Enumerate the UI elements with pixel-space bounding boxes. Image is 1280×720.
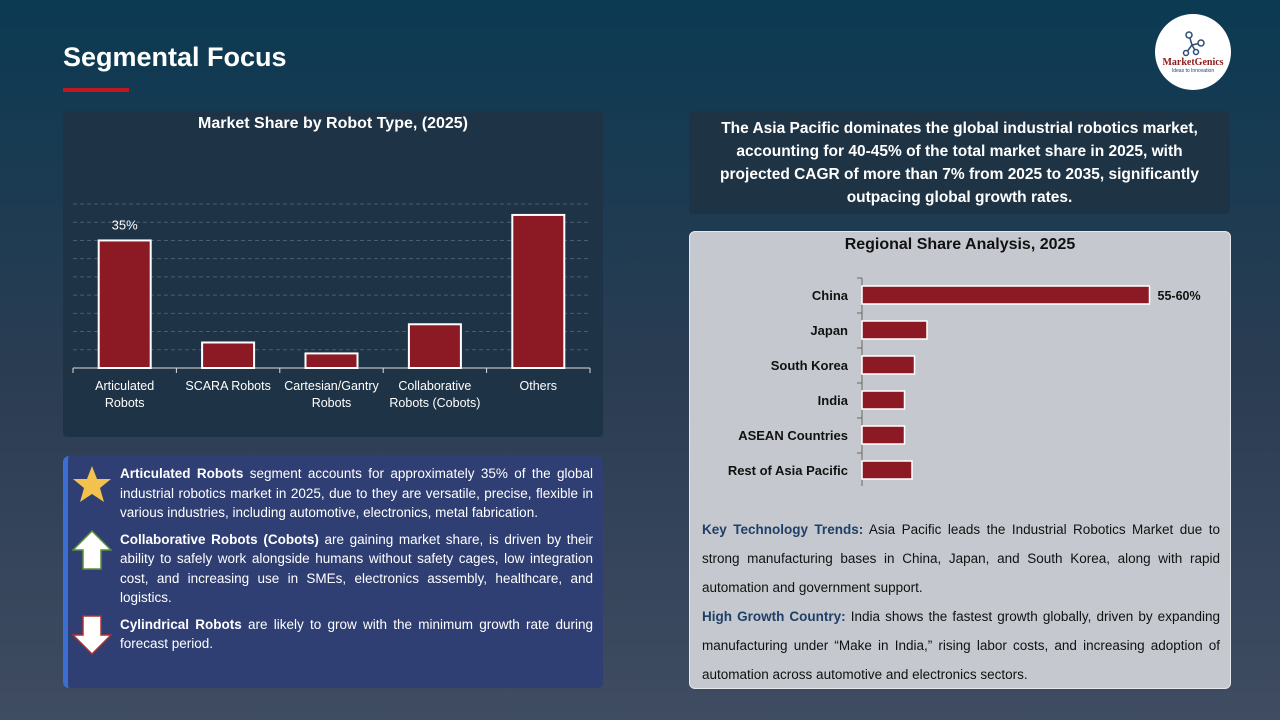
y-tick-label: Japan [810,323,848,338]
insight-cobots: Collaborative Robots (Cobots) are gainin… [72,529,593,608]
x-tick-label: Cartesian/Gantry [284,379,379,393]
regional-share-chart: China 55-60% Japan South Korea India ASEAN Co… [728,277,1201,486]
robot-type-chart: 35% Articulated Robots SCARA Robots Cartesia… [72,203,591,410]
star-icon [73,466,111,502]
data-label: 55-60% [1158,289,1201,303]
data-label: 35% [112,217,138,232]
regional-share-panel: Regional Share Analysis, 2025 China 55-60… [689,231,1231,689]
y-tick-label: Rest of Asia Pacific [728,463,848,478]
logo: MarketGenics Ideas to Innovation [1155,14,1231,90]
y-tick-label: China [812,288,849,303]
chart-title: Regional Share Analysis, 2025 [844,236,1076,253]
x-tick-label: Articulated [95,379,154,393]
trends-text: Key Technology Trends: Asia Pacific lead… [702,515,1220,689]
insight-articulated: Articulated Robots segment accounts for … [73,464,593,523]
bar [201,341,256,370]
x-tick-label: Others [520,379,558,393]
high-growth-country: High Growth Country: India shows the fas… [702,609,1220,682]
bar [861,390,906,410]
y-tick-label: India [818,393,849,408]
bar [861,355,916,375]
bar [97,239,152,369]
x-tick-label: SCARA Robots [185,379,270,393]
title-underline [63,88,129,92]
logo-text: MarketGenics [1162,56,1224,68]
bar [407,323,462,369]
y-tick-label: ASEAN Countries [738,428,848,443]
y-tick-label: South Korea [771,358,849,373]
x-tick-label: Robots [105,396,145,410]
segment-insights: Articulated Robots segment accounts for … [63,456,603,688]
bar [511,213,566,369]
insight-cylindrical: Cylindrical Robots are likely to grow wi… [72,614,593,655]
key-technology-trends: Key Technology Trends: Asia Pacific lead… [702,522,1221,595]
x-tick-label: Robots [312,396,352,410]
logo-tagline: Ideas to Innovation [1171,67,1215,74]
bar [304,352,359,370]
network-icon [1182,30,1205,56]
x-tick-label: Collaborative [398,379,471,393]
bar [861,320,928,340]
bar [861,460,913,480]
bar [861,285,1151,305]
chart-title: Market Share by Robot Type, (2025) [198,115,468,132]
page-title: Segmental Focus [63,42,287,72]
asia-pacific-callout: The Asia Pacific dominates the global in… [689,111,1230,214]
robot-type-chart-panel: Market Share by Robot Type, (2025) 35% Ar… [63,111,603,437]
bar [861,425,906,445]
arrow-up-icon [72,529,112,570]
arrow-down-icon [72,614,112,655]
x-tick-label: Robots (Cobots) [389,396,480,410]
